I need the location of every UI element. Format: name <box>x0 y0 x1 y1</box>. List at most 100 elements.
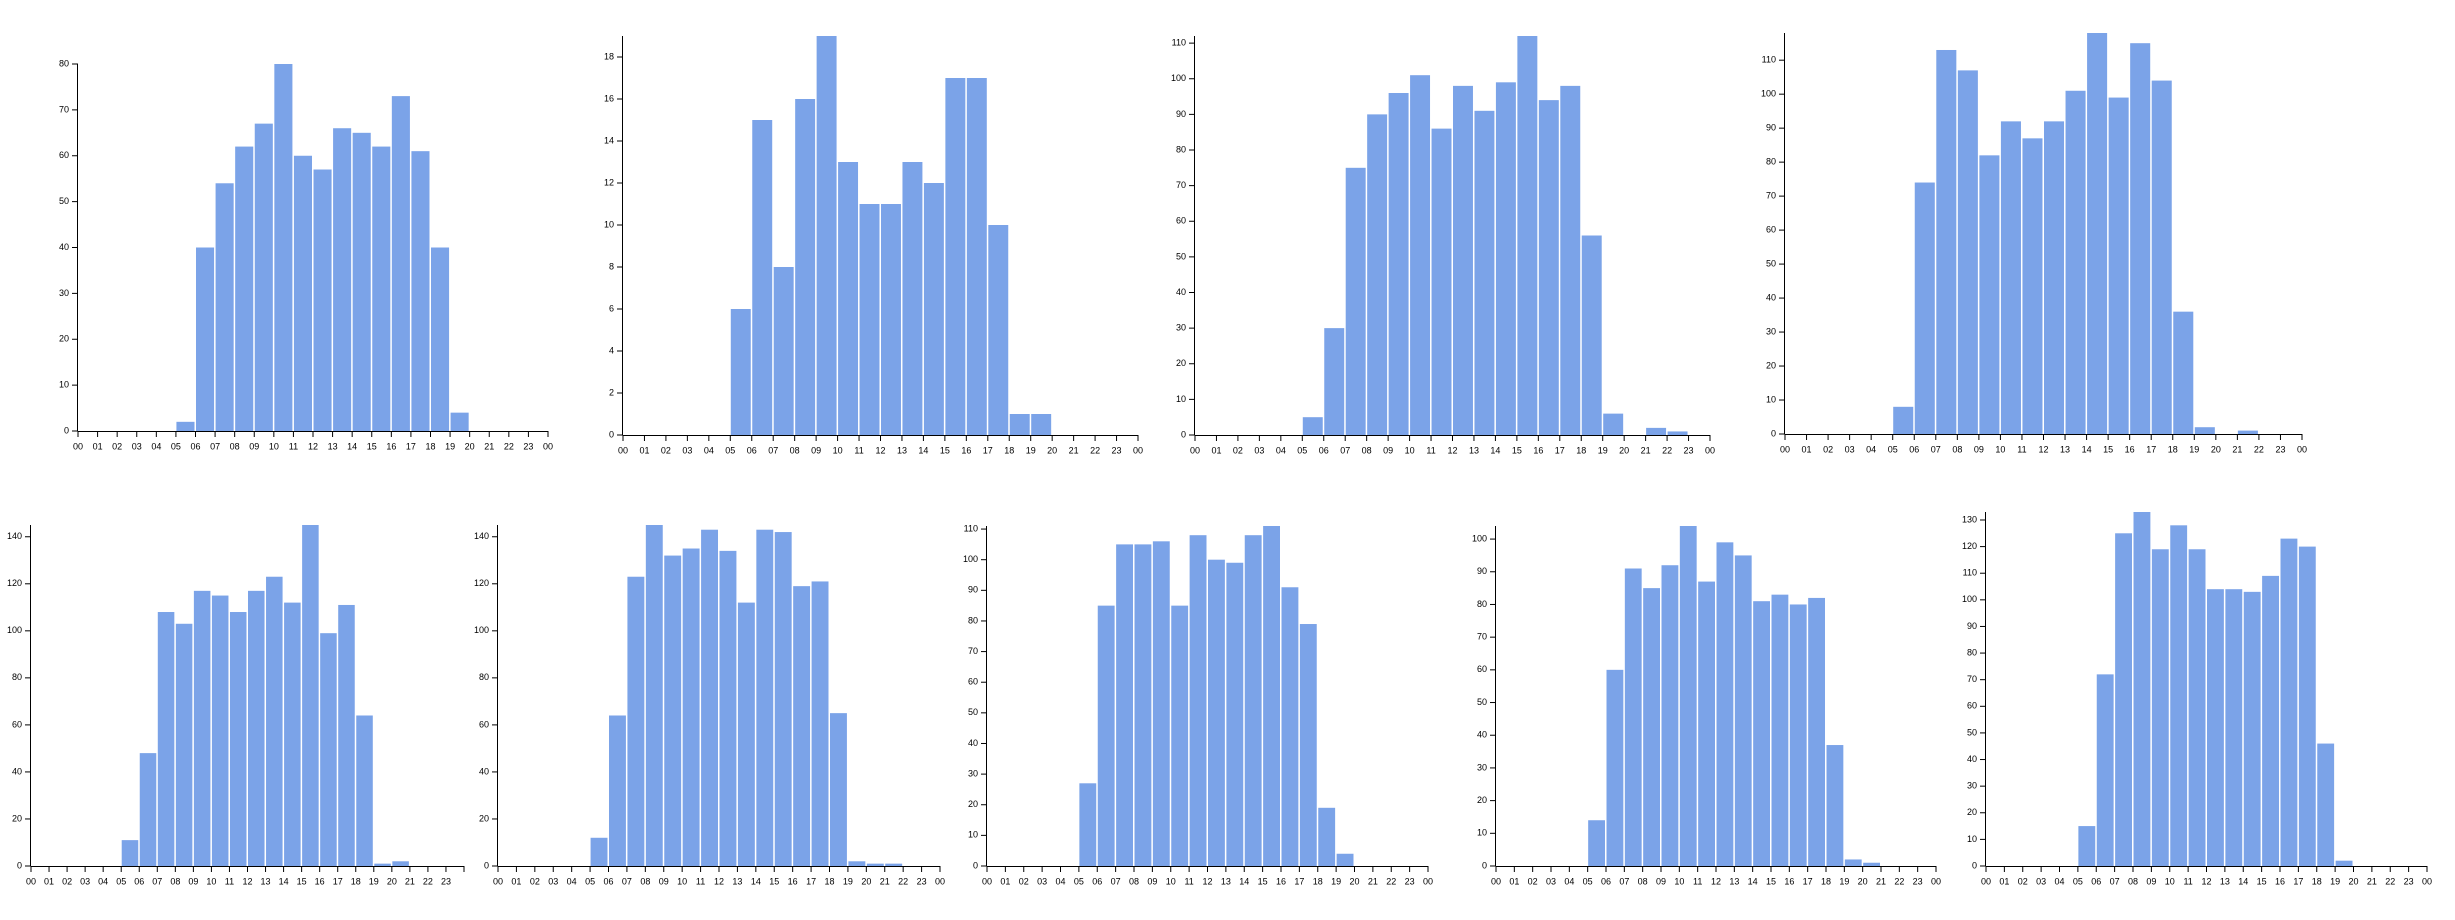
bar <box>1679 526 1697 866</box>
x-tick-label: 09 <box>188 876 198 886</box>
bar <box>1116 544 1133 866</box>
bar <box>175 623 193 866</box>
bar <box>1914 182 1935 434</box>
y-tick-label: 2 <box>609 387 614 397</box>
x-tick-label: 09 <box>1147 876 1157 886</box>
y-tick-label: 120 <box>7 578 22 588</box>
x-tick-label: 15 <box>1258 876 1268 886</box>
bar <box>1588 820 1605 866</box>
bar <box>1826 745 1844 866</box>
x-tick-label: 15 <box>940 445 950 455</box>
x-tick-label: 13 <box>897 445 907 455</box>
bar <box>338 604 355 866</box>
x-tick-label: 07 <box>622 876 632 886</box>
y-tick-label: 60 <box>1176 216 1186 226</box>
x-tick-label: 10 <box>1166 876 1176 886</box>
y-tick-label: 0 <box>1181 429 1186 439</box>
x-tick-label: 20 <box>2211 444 2221 454</box>
x-tick-label: 18 <box>2312 876 2322 886</box>
x-tick-label: 19 <box>1598 445 1608 455</box>
bar <box>2262 575 2279 866</box>
bar <box>1367 114 1388 435</box>
x-tick-label: 03 <box>548 876 558 886</box>
x-tick-label: 22 <box>504 441 514 451</box>
x-tick-label: 08 <box>790 445 800 455</box>
x-tick-label: 05 <box>585 876 595 886</box>
y-tick-label: 30 <box>968 768 978 778</box>
x-tick-label: 12 <box>2201 876 2211 886</box>
x-tick-label: 00 <box>1931 876 1941 886</box>
x-tick-label: 17 <box>2146 444 2156 454</box>
bar <box>193 590 211 866</box>
bar <box>1009 414 1030 435</box>
x-tick-label: 06 <box>1319 445 1329 455</box>
bar <box>645 525 663 866</box>
bar <box>1299 624 1317 866</box>
bar <box>2065 90 2086 435</box>
x-tick-label: 22 <box>423 876 433 886</box>
y-tick-label: 30 <box>1477 762 1487 772</box>
y-tick-label: 60 <box>1477 664 1487 674</box>
x-tick-label: 07 <box>2110 876 2120 886</box>
x-tick-label: 17 <box>806 876 816 886</box>
y-tick-label: 90 <box>1766 123 1776 133</box>
x-tick-label: 21 <box>880 876 890 886</box>
x-tick-label: 01 <box>1000 876 1010 886</box>
x-tick-label: 21 <box>484 441 494 451</box>
y-tick-label: 40 <box>1766 292 1776 302</box>
bar <box>701 529 718 866</box>
bar <box>2096 674 2114 866</box>
y-tick-label: 30 <box>1766 326 1776 336</box>
x-tick-label: 23 <box>1913 876 1923 886</box>
y-tick-label: 100 <box>1171 73 1186 83</box>
x-tick-label: 03 <box>1546 876 1556 886</box>
bar <box>1560 85 1581 435</box>
y-tick-label: 70 <box>1967 674 1977 684</box>
y-tick-label: 90 <box>968 585 978 595</box>
x-tick-label: 04 <box>1055 876 1065 886</box>
bar <box>752 120 773 435</box>
bar <box>1244 535 1262 866</box>
bar <box>2194 427 2215 434</box>
x-tick-label: 18 <box>1821 876 1831 886</box>
x-tick-label: 20 <box>1047 445 1057 455</box>
y-tick-label: 20 <box>1766 360 1776 370</box>
y-tick-label: 20 <box>1967 807 1977 817</box>
bar <box>1302 417 1323 435</box>
bar <box>866 863 884 866</box>
bar <box>284 602 301 866</box>
y-tick-label: 20 <box>59 334 69 344</box>
y-tick-label: 8 <box>609 261 614 271</box>
bar <box>1808 597 1825 866</box>
x-tick-label: 01 <box>1211 445 1221 455</box>
x-tick-label: 07 <box>210 441 220 451</box>
x-tick-label: 23 <box>917 876 927 886</box>
x-tick-label: 03 <box>132 441 142 451</box>
y-tick-label: 40 <box>479 766 489 776</box>
bar <box>2130 43 2151 434</box>
bar <box>1324 328 1345 435</box>
x-tick-label: 08 <box>1129 876 1139 886</box>
x-tick-label: 04 <box>2054 876 2064 886</box>
x-tick-label: 05 <box>1583 876 1593 886</box>
bar <box>1079 783 1097 866</box>
x-tick-label: 17 <box>1555 445 1565 455</box>
chart: 00 01 02 03 04 05 06 07 08 09 10 11 12 13 14 15 16 17 18 19… <box>1962 512 2432 886</box>
y-tick-label: 120 <box>474 578 489 588</box>
bar <box>1134 544 1152 866</box>
x-tick-label: 11 <box>1693 876 1702 886</box>
y-tick-label: 20 <box>12 813 22 823</box>
x-tick-label: 21 <box>1069 445 1079 455</box>
y-tick-label: 70 <box>968 646 978 656</box>
bar <box>902 162 923 435</box>
bar <box>2044 121 2065 435</box>
y-tick-label: 100 <box>963 554 978 564</box>
bar <box>816 36 837 435</box>
x-tick-label: 17 <box>406 441 416 451</box>
x-tick-label: 08 <box>1952 444 1962 454</box>
x-tick-label: 07 <box>1111 876 1121 886</box>
x-tick-label: 11 <box>1184 876 1193 886</box>
bar <box>848 861 866 866</box>
bar <box>2108 97 2129 434</box>
x-tick-label: 23 <box>523 441 533 451</box>
